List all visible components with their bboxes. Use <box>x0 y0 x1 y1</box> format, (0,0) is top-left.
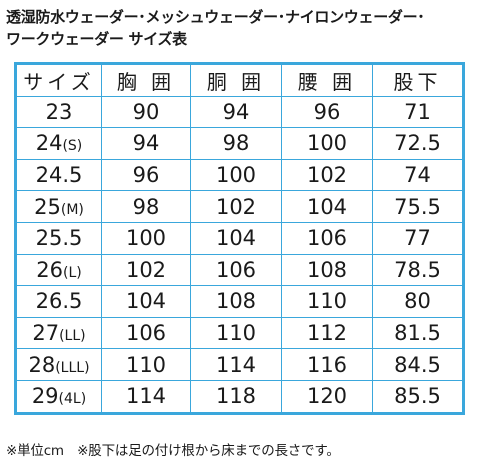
size-cell: 23 <box>15 95 102 129</box>
chest-cell: 100 <box>101 221 191 255</box>
inseam-cell: 84.5 <box>372 348 464 381</box>
inseam-cell: 78.5 <box>372 253 464 287</box>
size-label: (L) <box>63 264 82 281</box>
size-value: 23 <box>45 99 73 124</box>
size-cell: 25(M) <box>15 190 102 223</box>
table-row: 24.5 96 100 102 74 <box>15 158 464 192</box>
hip-cell: 120 <box>281 379 373 414</box>
inseam-cell: 80 <box>372 285 464 318</box>
chest-cell: 96 <box>101 158 191 192</box>
chest-cell: 98 <box>101 190 191 223</box>
size-cell: 26(L) <box>15 253 102 287</box>
waist-cell: 102 <box>190 190 282 223</box>
size-cell: 28(LLL) <box>15 348 102 381</box>
chest-cell: 110 <box>101 348 191 381</box>
inseam-cell: 85.5 <box>372 379 464 414</box>
hip-cell: 110 <box>281 285 373 318</box>
chest-cell: 90 <box>101 95 191 129</box>
hip-cell: 100 <box>281 127 373 160</box>
title-line-2: ワークウェーダー サイズ表 <box>6 30 187 48</box>
hip-cell: 108 <box>281 253 373 287</box>
inseam-cell: 81.5 <box>372 316 464 350</box>
header-inseam: 股下 <box>372 63 464 97</box>
hip-cell: 106 <box>281 221 373 255</box>
waist-cell: 106 <box>190 253 282 287</box>
title-line-1: 透湿防水ウェーダー･メッシュウェーダー･ナイロンウェーダー･ <box>6 8 425 26</box>
waist-cell: 98 <box>190 127 282 160</box>
chest-cell: 106 <box>101 316 191 350</box>
waist-cell: 108 <box>190 285 282 318</box>
size-label: (M) <box>60 201 84 218</box>
size-cell: 24.5 <box>15 158 102 192</box>
waist-cell: 118 <box>190 379 282 414</box>
hip-cell: 104 <box>281 190 373 223</box>
table-row: 24(S) 94 98 100 72.5 <box>15 127 464 160</box>
table-row: 25(M) 98 102 104 75.5 <box>15 190 464 223</box>
chest-cell: 102 <box>101 253 191 287</box>
header-chest: 胸 囲 <box>101 63 191 97</box>
table-row: 27(LL) 106 110 112 81.5 <box>15 316 464 350</box>
size-cell: 24(S) <box>15 127 102 160</box>
waist-cell: 110 <box>190 316 282 350</box>
waist-cell: 94 <box>190 95 282 129</box>
hip-cell: 112 <box>281 316 373 350</box>
header-hip: 腰 囲 <box>281 63 373 97</box>
table-row: 25.5 100 104 106 77 <box>15 221 464 255</box>
inseam-cell: 74 <box>372 158 464 192</box>
waist-cell: 104 <box>190 221 282 255</box>
size-value: 24 <box>35 131 63 156</box>
inseam-cell: 71 <box>372 95 464 129</box>
inseam-cell: 72.5 <box>372 127 464 160</box>
chest-cell: 114 <box>101 379 191 414</box>
table-row: 28(LLL) 110 114 116 84.5 <box>15 348 464 381</box>
size-value: 25 <box>34 194 61 219</box>
table-row: 23 90 94 96 71 <box>15 95 464 129</box>
size-cell: 26.5 <box>15 285 102 318</box>
waist-cell: 114 <box>190 348 282 381</box>
header-size: サイズ <box>15 63 102 97</box>
size-label: (LL) <box>59 328 86 345</box>
inseam-cell: 75.5 <box>372 190 464 223</box>
size-value: 26.5 <box>35 289 83 314</box>
table-row: 26.5 104 108 110 80 <box>15 285 464 318</box>
size-cell: 25.5 <box>15 221 102 255</box>
hip-cell: 96 <box>281 95 373 129</box>
table-row: 26(L) 102 106 108 78.5 <box>15 253 464 287</box>
header-waist: 胴 囲 <box>190 63 282 97</box>
size-value: 29 <box>31 384 59 409</box>
chest-cell: 94 <box>101 127 191 160</box>
size-cell: 27(LL) <box>15 316 102 350</box>
inseam-cell: 77 <box>372 221 464 255</box>
table-row: 29(4L) 114 118 120 85.5 <box>15 379 464 414</box>
size-label: (S) <box>62 138 83 155</box>
size-label: (4L) <box>58 391 87 408</box>
footnote: ※単位cm ※股下は足の付け根から床までの長さです。 <box>6 443 340 459</box>
size-value: 26 <box>36 257 63 282</box>
page-title: 透湿防水ウェーダー･メッシュウェーダー･ナイロンウェーダー･ ワークウェーダー … <box>6 6 496 50</box>
size-value: 25.5 <box>35 226 83 251</box>
hip-cell: 116 <box>281 348 373 381</box>
size-table: サイズ 胸 囲 胴 囲 腰 囲 股下 23 90 94 96 71 24(S) 94 98 10… <box>14 62 465 415</box>
size-cell: 29(4L) <box>15 379 102 414</box>
size-value: 28 <box>28 352 56 377</box>
size-value: 24.5 <box>35 163 83 188</box>
size-value: 27 <box>32 321 60 346</box>
chest-cell: 104 <box>101 285 191 318</box>
table-header-row: サイズ 胸 囲 胴 囲 腰 囲 股下 <box>15 63 464 97</box>
hip-cell: 102 <box>281 158 373 192</box>
table-body: 23 90 94 96 71 24(S) 94 98 100 72.5 24.5 96 100 102 74… <box>15 95 464 414</box>
waist-cell: 100 <box>190 158 282 192</box>
size-label: (LLL) <box>55 359 90 376</box>
